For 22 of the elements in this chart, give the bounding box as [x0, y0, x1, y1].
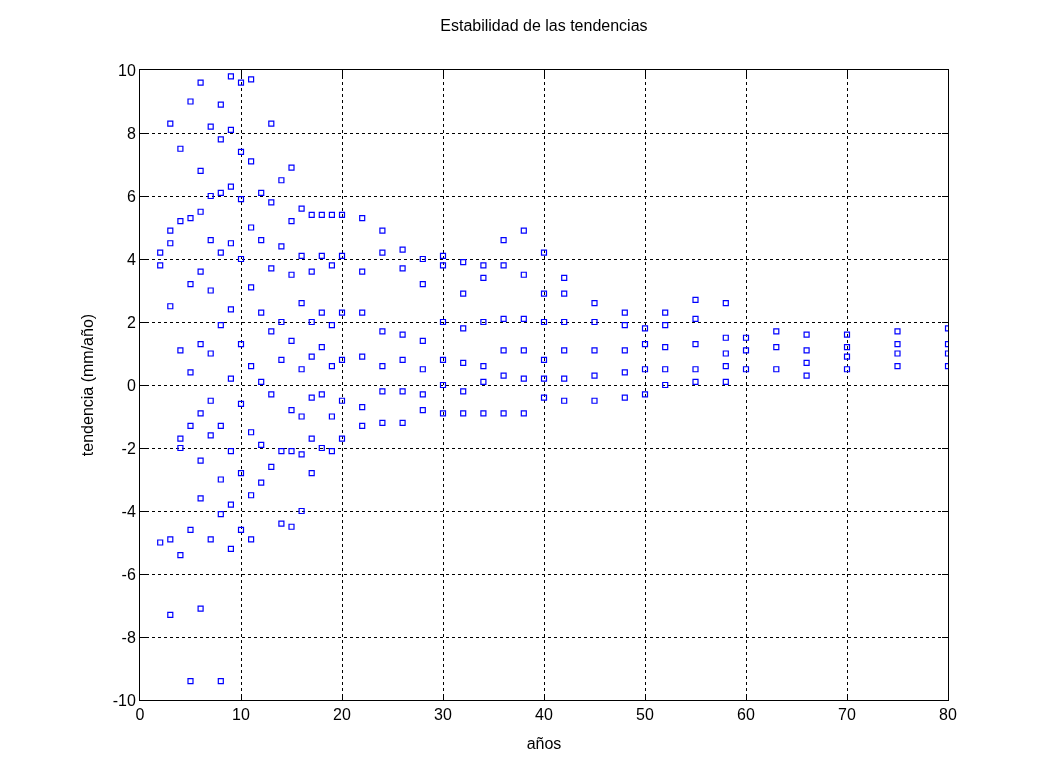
y-tick-label: 4: [126, 250, 136, 268]
y-tick-label: 0: [126, 376, 136, 394]
y-tick-label: -10: [112, 691, 136, 709]
y-tick-label: -4: [121, 502, 136, 520]
x-tick-label: 70: [838, 706, 856, 724]
y-tick-label: -8: [121, 628, 136, 646]
x-axis-title: años: [526, 734, 562, 752]
chart-title: Estabilidad de las tendencias: [440, 16, 648, 34]
x-tick-label: 50: [636, 706, 654, 724]
y-tick-label: 2: [126, 313, 136, 331]
y-tick-label: 6: [126, 187, 136, 205]
y-tick-label: 8: [126, 124, 136, 142]
x-tick-label: 30: [434, 706, 452, 724]
x-tick-label: 60: [737, 706, 755, 724]
y-tick-label: 10: [118, 61, 136, 79]
x-tick-label: 20: [333, 706, 351, 724]
x-tick-label: 80: [939, 706, 957, 724]
x-tick-label: 40: [535, 706, 553, 724]
y-axis-title: tendencia (mm/año): [78, 313, 96, 457]
y-tick-label: -2: [121, 439, 136, 457]
x-tick-label: 10: [232, 706, 250, 724]
y-tick-label: -6: [121, 565, 136, 583]
